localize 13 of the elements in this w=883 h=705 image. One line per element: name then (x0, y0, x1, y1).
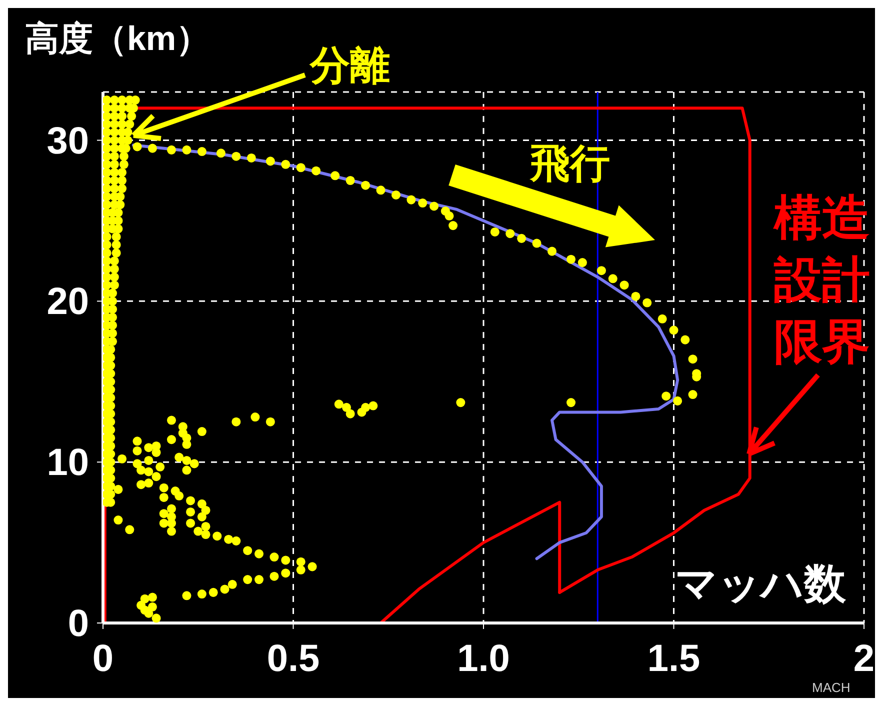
x-tick-label: 1.0 (457, 638, 510, 680)
y-tick-label: 10 (46, 442, 89, 484)
x-tick-label: 0.5 (266, 638, 320, 680)
y-tick-label: 0 (68, 603, 89, 645)
x-tick-label: 2 (853, 638, 875, 680)
text: MACH (812, 680, 850, 695)
annotation: 構造設計限界 (774, 191, 871, 371)
x-tick-label: 1.5 (647, 638, 700, 680)
x-axis-title: マッハ数 (675, 559, 846, 609)
y-tick-label: 20 (46, 281, 89, 324)
y-tick-label: 30 (46, 120, 89, 162)
y-axis-title: 高度（km） (25, 19, 210, 60)
annotation: 分離 (310, 43, 390, 90)
